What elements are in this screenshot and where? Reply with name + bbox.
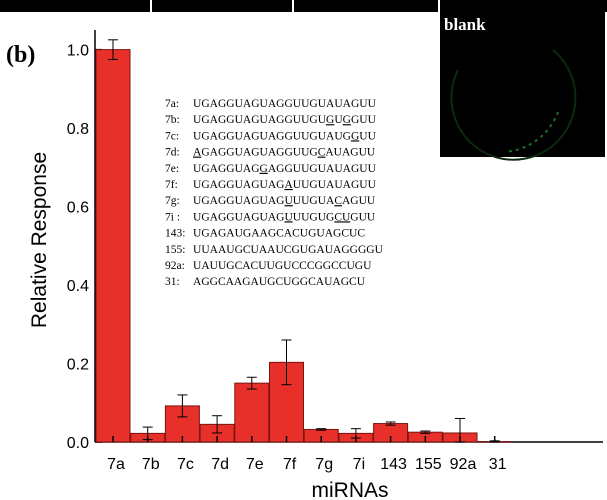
sequence-text: UGAGGUAGUAGAUUGUAUAGUU [193, 179, 377, 191]
sequence-text: UAUUGCACUUGUCCCGGCCUGU [193, 260, 372, 272]
y-axis-label: Relative Response [28, 152, 51, 328]
y-tick-label: 0.0 [67, 435, 89, 452]
x-tick-label-7b: 7b [142, 456, 160, 473]
x-tick-label-7f: 7f [283, 456, 297, 473]
sequence-text: UGAGGUAGUAGGUUGUGUGGUU [193, 114, 377, 126]
plot-area: 0.0 0.2 0.4 0.6 0.8 1.0 7a 7b 7c 7d 7e 7f 7g 7i 143 155… [67, 30, 603, 473]
x-tick-label-7c: 7c [177, 456, 194, 473]
x-tick-label-143: 143 [380, 456, 407, 473]
y-tick-label: 0.4 [67, 278, 89, 295]
x-tick-label-155: 155 [415, 456, 442, 473]
y-tick-label: 0.2 [67, 357, 89, 374]
sequence-label: 7i : [165, 211, 180, 223]
sequence-label: 7e: [165, 163, 179, 175]
sequence-text: UGAGGUAGUAGUUUGUACAGUU [193, 195, 376, 207]
x-tick-label-7i: 7i [353, 456, 365, 473]
inset-label: blank [444, 15, 486, 34]
bar-7a [95, 49, 131, 443]
sequence-label: 7f: [165, 179, 178, 191]
x-tick-label-31: 31 [489, 456, 507, 473]
sequence-text: UGAGGUAGUAGGUUGUAUAGUU [193, 98, 377, 110]
sequence-text: UUAAUGCUAAUCGUGAUAGGGGU [193, 244, 384, 256]
sequence-text: AGGCAAGAUGCUGGCAUAGCU [193, 276, 366, 288]
blank-inset: blank [440, 12, 605, 161]
x-tick-label-7d: 7d [211, 456, 229, 473]
sequence-label: 7g: [165, 195, 180, 207]
sequence-label: 155: [165, 244, 185, 256]
sequence-text: AGAGGUAGUAGGUUGCAUAGUU [193, 147, 376, 159]
top-border-strip [0, 0, 607, 12]
sequence-label: 7a: [165, 98, 179, 110]
panel-label: (b) [6, 42, 35, 68]
x-tick-label-92a: 92a [450, 456, 477, 473]
x-tick-label-7e: 7e [246, 456, 264, 473]
sequence-label: 143: [165, 228, 185, 240]
sequence-text: UGAGGUAGUAGUUUGUGCUGUU [193, 211, 376, 223]
y-tick-label: 0.8 [67, 121, 89, 138]
sequence-label: 7c: [165, 130, 179, 142]
x-axis-label: miRNAs [312, 479, 389, 500]
sequence-list: 7a: UGAGGUAGUAGGUUGUAUAGUU 7b: UGAGGUAGUAGG… [165, 98, 384, 288]
sequence-text: UGAGGUAGGAGGUUGUAUAGUU [193, 163, 377, 175]
sequence-label: 92a: [165, 260, 185, 272]
sequence-text: UGAGGUAGUAGGUUGUAUGGUU [193, 130, 377, 142]
x-tick-label-7a: 7a [107, 456, 125, 473]
y-tick-label: 0.6 [67, 200, 89, 217]
bar-7e [234, 382, 270, 443]
x-tick-label-7g: 7g [315, 456, 333, 473]
y-tick-label: 1.0 [67, 43, 89, 60]
sequence-text: UGAGAUGAAGCACUGUAGCUC [193, 228, 365, 240]
sequence-label: 31: [165, 276, 180, 288]
sequence-label: 7d: [165, 147, 180, 159]
sequence-label: 7b: [165, 114, 180, 126]
